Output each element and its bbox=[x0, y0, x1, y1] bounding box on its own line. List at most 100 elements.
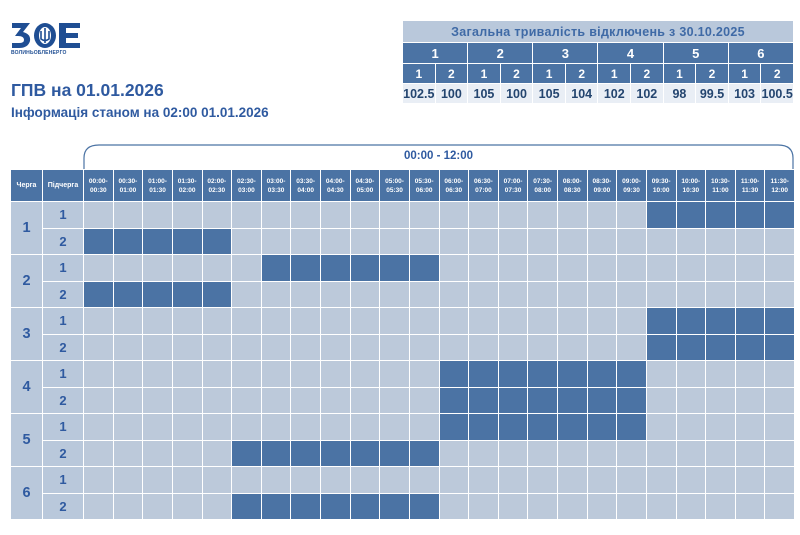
schedule-row: 2 bbox=[11, 439, 795, 467]
power-slot bbox=[231, 333, 262, 361]
power-slot bbox=[586, 254, 618, 282]
power-slot bbox=[408, 280, 440, 308]
outage-slot bbox=[142, 280, 173, 308]
outage-slot bbox=[734, 333, 766, 361]
time-slot-end: 01:30 bbox=[149, 186, 166, 194]
power-slot bbox=[408, 466, 440, 494]
power-slot bbox=[379, 280, 410, 308]
power-slot bbox=[231, 360, 262, 388]
power-slot bbox=[586, 307, 618, 335]
time-slot-header: 09:00- 09:30 bbox=[616, 169, 647, 202]
outage-slot bbox=[349, 254, 381, 282]
power-slot bbox=[645, 254, 677, 282]
power-slot bbox=[557, 201, 588, 229]
power-slot bbox=[201, 386, 233, 414]
power-slot bbox=[705, 492, 736, 520]
time-slot-header: 03:30- 04:00 bbox=[290, 169, 321, 202]
power-slot bbox=[734, 360, 766, 388]
summary-duration-value: 100 bbox=[499, 83, 534, 104]
power-slot bbox=[675, 413, 707, 441]
power-slot bbox=[320, 386, 351, 414]
outage-slot bbox=[379, 439, 410, 467]
power-slot bbox=[349, 280, 381, 308]
subqueue-label: 2 bbox=[42, 386, 84, 414]
power-slot bbox=[83, 307, 114, 335]
power-slot bbox=[705, 360, 736, 388]
power-slot bbox=[290, 413, 321, 441]
power-slot bbox=[171, 201, 203, 229]
power-slot bbox=[320, 466, 351, 494]
outage-slot bbox=[734, 307, 766, 335]
queue-label: 6 bbox=[10, 466, 43, 520]
power-slot bbox=[616, 333, 647, 361]
power-slot bbox=[290, 201, 321, 229]
power-slot bbox=[527, 254, 558, 282]
subqueue-label: 2 bbox=[42, 333, 84, 361]
time-slot-header: 05:30- 06:00 bbox=[408, 169, 440, 202]
power-slot bbox=[112, 254, 144, 282]
outage-slot bbox=[438, 360, 470, 388]
power-slot bbox=[379, 413, 410, 441]
power-slot bbox=[438, 201, 470, 229]
summary-duration-value: 103 bbox=[727, 83, 762, 104]
power-slot bbox=[201, 333, 233, 361]
power-slot bbox=[201, 439, 233, 467]
power-slot bbox=[260, 307, 292, 335]
power-slot bbox=[290, 360, 321, 388]
outage-slot bbox=[231, 492, 262, 520]
power-slot bbox=[320, 201, 351, 229]
time-slot-header: 02:30- 03:00 bbox=[231, 169, 262, 202]
power-slot bbox=[468, 333, 499, 361]
outage-slot bbox=[764, 333, 795, 361]
power-slot bbox=[645, 492, 677, 520]
outage-slot bbox=[645, 201, 677, 229]
outage-slot bbox=[468, 413, 499, 441]
time-slot-start: 03:30- bbox=[296, 177, 316, 185]
power-slot bbox=[586, 201, 618, 229]
summary-duration-value: 100.5 bbox=[760, 83, 794, 104]
power-slot bbox=[468, 307, 499, 335]
time-slot-header: 01:30- 02:00 bbox=[171, 169, 203, 202]
power-slot bbox=[408, 360, 440, 388]
power-slot bbox=[171, 254, 203, 282]
power-slot bbox=[616, 439, 647, 467]
power-slot bbox=[616, 201, 647, 229]
subqueue-label: 2 bbox=[42, 280, 84, 308]
outage-slot bbox=[586, 360, 618, 388]
power-slot bbox=[675, 439, 707, 467]
power-slot bbox=[260, 227, 292, 255]
power-slot bbox=[705, 386, 736, 414]
outage-slot bbox=[438, 413, 470, 441]
time-slot-header: 08:30- 09:00 bbox=[586, 169, 618, 202]
power-slot bbox=[675, 360, 707, 388]
time-slot-end: 03:00 bbox=[238, 186, 255, 194]
outage-slot bbox=[468, 360, 499, 388]
period-bracket bbox=[83, 144, 794, 171]
power-slot bbox=[557, 280, 588, 308]
power-slot bbox=[586, 492, 618, 520]
summary-duration-value: 98 bbox=[662, 83, 697, 104]
power-slot bbox=[83, 466, 114, 494]
power-slot bbox=[349, 413, 381, 441]
power-slot bbox=[557, 439, 588, 467]
outage-slot bbox=[675, 201, 707, 229]
time-slot-start: 11:30- bbox=[770, 177, 789, 185]
power-slot bbox=[83, 413, 114, 441]
time-slot-start: 04:30- bbox=[355, 177, 375, 185]
schedule-row: 2 bbox=[11, 280, 795, 308]
time-slot-start: 03:00- bbox=[266, 177, 286, 185]
time-slot-start: 07:30- bbox=[533, 177, 553, 185]
subqueue-label: 1 bbox=[42, 466, 84, 494]
time-slot-end: 04:30 bbox=[327, 186, 344, 194]
power-slot bbox=[83, 386, 114, 414]
power-slot bbox=[201, 413, 233, 441]
queue-label: 2 bbox=[10, 254, 43, 308]
subqueue-label: 1 bbox=[42, 360, 84, 388]
power-slot bbox=[171, 492, 203, 520]
power-slot bbox=[586, 227, 618, 255]
power-slot bbox=[231, 386, 262, 414]
outage-slot bbox=[320, 254, 351, 282]
schedule-row: 2 bbox=[11, 227, 795, 255]
